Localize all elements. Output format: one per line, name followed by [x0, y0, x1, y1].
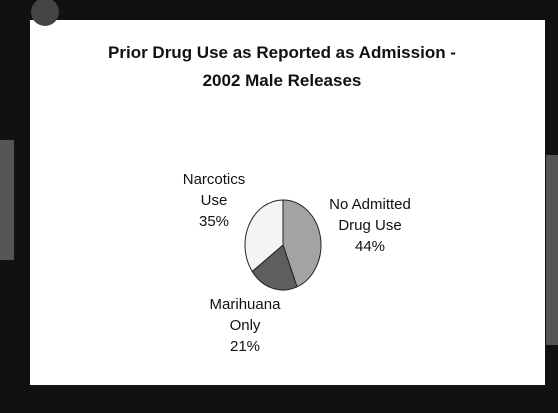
value-label: 35%	[198, 213, 230, 230]
slice-label: Marihuana Only 21%	[195, 294, 295, 357]
gear-decoration	[31, 0, 59, 26]
category-label: Marihuana Only	[209, 296, 281, 334]
category-label: No Admitted Drug Use	[329, 196, 411, 234]
chart-title: 2002 Male Releases	[203, 71, 362, 90]
pie-slice	[251, 244, 298, 291]
category-label: Narcotics Use	[182, 171, 246, 209]
gear-decoration	[0, 140, 14, 260]
chart-title: Prior Drug Use as Reported as Admission …	[108, 43, 456, 62]
slice-label: Narcotics Use 35%	[170, 169, 258, 232]
pie-slice	[244, 199, 284, 273]
pie-slice	[282, 199, 322, 288]
value-label: 21%	[229, 338, 261, 355]
slice-label: No Admitted Drug Use 44%	[320, 194, 420, 257]
gear-decoration	[546, 155, 558, 345]
value-label: 44%	[354, 238, 386, 255]
